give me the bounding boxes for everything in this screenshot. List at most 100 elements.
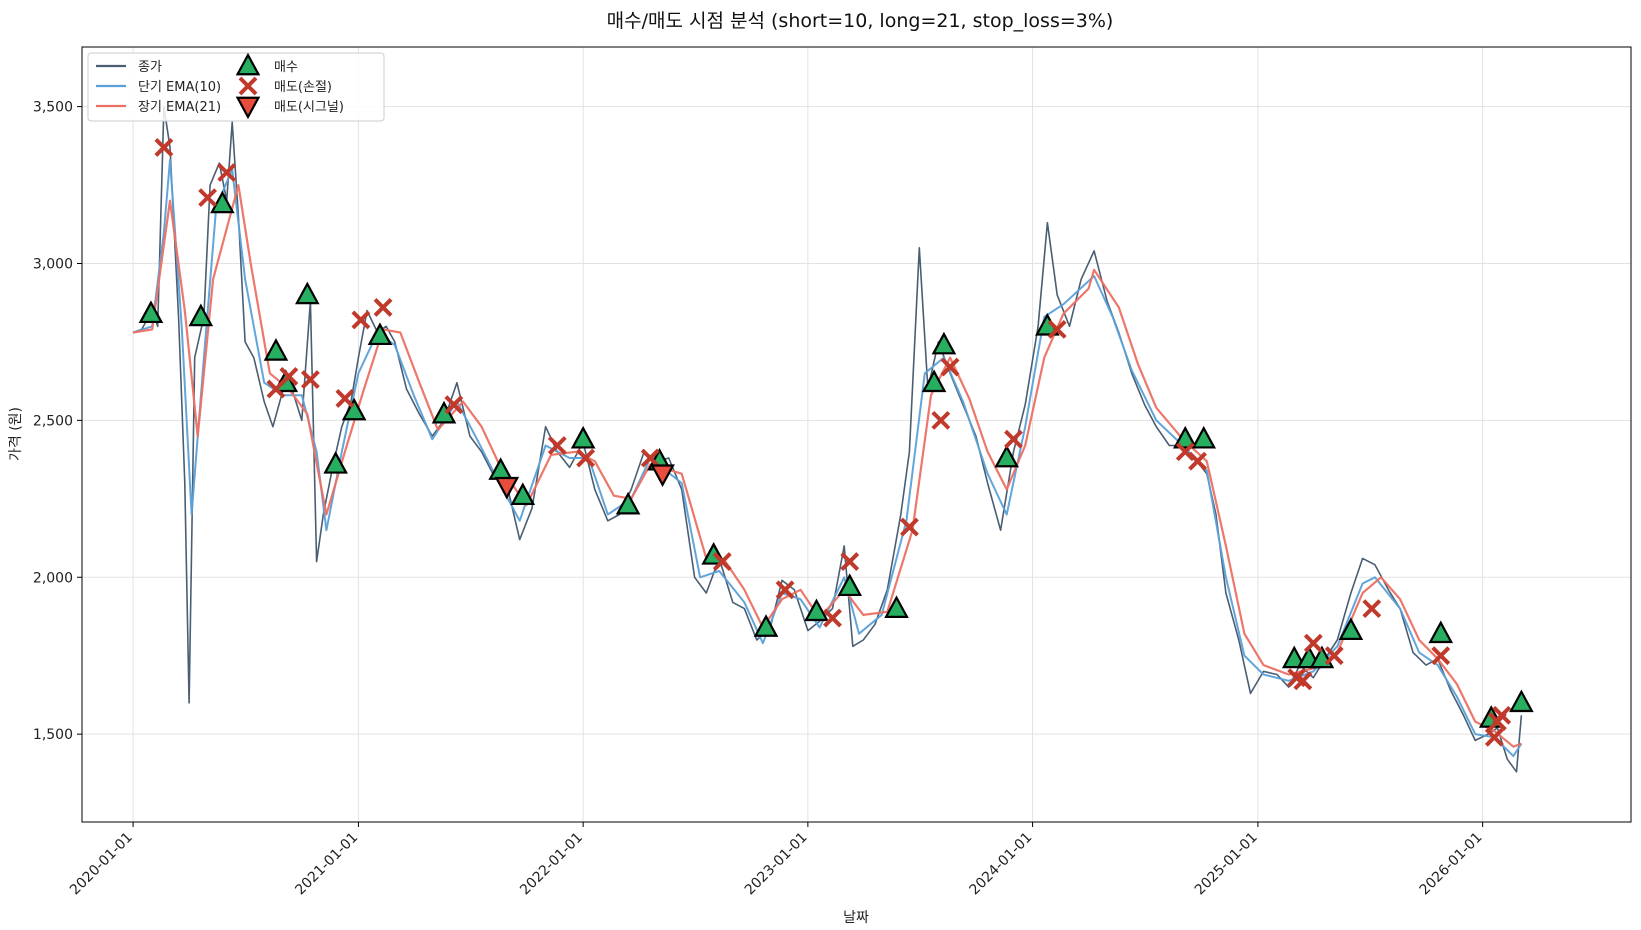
- buy-marker: [431, 400, 457, 424]
- legend-label: 장기 EMA(21): [138, 100, 221, 115]
- buy-marker: [263, 338, 289, 361]
- buy-marker: [1172, 425, 1198, 449]
- buy-marker: [994, 444, 1020, 468]
- legend-swatch: [235, 96, 261, 120]
- x-stroke: [775, 580, 795, 600]
- legend-label: 매도(손절): [274, 80, 332, 95]
- sell-stop-marker: [1324, 646, 1344, 666]
- buy-marker: [804, 598, 829, 622]
- sell-stop-marker: [1188, 451, 1207, 471]
- x-stroke: [335, 389, 355, 408]
- sell-stop-marker: [640, 448, 660, 468]
- sell-stop-marker: [279, 367, 299, 386]
- buy-marker: [615, 491, 641, 515]
- y-tick-label: 3,000: [33, 256, 73, 272]
- x-axis-label: 날짜: [843, 910, 869, 926]
- buy-marker: [753, 614, 779, 637]
- sell-stop-marker: [1047, 319, 1067, 339]
- sell-stop-marker: [198, 188, 218, 208]
- buy-marker: [367, 322, 393, 346]
- sell-stop-marker: [840, 552, 860, 571]
- x-stroke: [823, 608, 842, 628]
- x-stroke: [300, 370, 320, 390]
- chart-title: 매수/매도 시점 분석 (short=10, long=21, stop_los…: [607, 10, 1114, 32]
- buy-marker: [1191, 425, 1217, 449]
- buy-marker: [570, 425, 596, 449]
- sell-stop-marker: [1175, 442, 1195, 462]
- buy-marker: [138, 300, 164, 324]
- legend-item-buy: 매수: [235, 52, 298, 76]
- x-stroke: [154, 137, 174, 157]
- x-stroke: [1362, 599, 1382, 619]
- y-tick-label: 3,500: [33, 100, 73, 116]
- x-stroke: [1492, 705, 1512, 725]
- sell-stop-marker: [775, 580, 795, 600]
- plot-frame: [81, 46, 1632, 823]
- sell-stop-marker: [351, 310, 371, 330]
- legend-box: [87, 52, 385, 122]
- legend-label: 종가: [138, 60, 162, 75]
- sell-signal-marker: [494, 476, 520, 500]
- legend-item-close: 종가: [96, 60, 162, 75]
- legend-swatch: [235, 52, 261, 76]
- y-axis-label: 가격 (원): [8, 407, 24, 461]
- buy-marker: [510, 482, 536, 506]
- legend-label: 매도(시그널): [274, 100, 344, 115]
- buy-marker: [1509, 689, 1534, 713]
- x-stroke: [1287, 668, 1307, 688]
- sell-stop-marker: [900, 517, 919, 537]
- x-stroke: [1004, 429, 1023, 449]
- x-stroke: [900, 517, 919, 537]
- sell-stop-marker: [1362, 599, 1382, 619]
- legend-item-ema-long: 장기 EMA(21): [96, 100, 221, 115]
- legend-label: 단기 EMA(10): [138, 80, 221, 95]
- x-stroke: [351, 310, 371, 330]
- x-stroke: [373, 298, 393, 317]
- x-stroke: [1484, 727, 1504, 747]
- buy-marker: [210, 190, 235, 214]
- sell-stop-marker: [823, 608, 842, 628]
- x-stroke: [840, 552, 860, 571]
- y-tick-label: 1,500: [33, 727, 73, 743]
- sell-stop-marker: [373, 298, 393, 317]
- sell-stop-marker: [940, 357, 960, 377]
- buy-marker: [884, 595, 909, 618]
- x-stroke: [217, 163, 237, 182]
- x-stroke: [1324, 646, 1344, 666]
- buy-marker: [323, 451, 348, 474]
- legend-label: 매수: [274, 60, 298, 75]
- x-stroke: [1175, 442, 1195, 462]
- sell-stop-marker: [154, 137, 174, 157]
- x-stroke: [1293, 671, 1313, 691]
- sell-stop-marker: [1492, 705, 1512, 725]
- sell-stop-marker: [1303, 633, 1323, 653]
- x-stroke: [940, 357, 960, 377]
- sell-stop-marker: [335, 389, 355, 408]
- buy-marker: [931, 331, 957, 355]
- x-stroke: [931, 410, 951, 430]
- sell-stop-marker: [576, 448, 596, 468]
- y-tick-label: 2,000: [33, 570, 73, 586]
- sell-signal-marker: [650, 464, 675, 488]
- buy-marker: [921, 369, 947, 393]
- x-stroke: [1188, 451, 1207, 471]
- x-stroke: [1303, 633, 1323, 653]
- marker-layer: [138, 137, 1534, 747]
- legend-item-sell-signal: 매도(시그널): [235, 96, 344, 120]
- sell-stop-marker: [1431, 646, 1451, 666]
- buy-marker: [188, 303, 214, 327]
- sell-stop-marker: [300, 370, 320, 390]
- x-stroke: [1047, 319, 1067, 339]
- x-stroke: [279, 367, 299, 386]
- x-stroke: [547, 436, 567, 455]
- x-stroke: [640, 448, 660, 468]
- legend-swatch: [238, 76, 258, 96]
- buy-marker: [1281, 645, 1307, 669]
- x-stroke: [238, 76, 258, 96]
- sell-stop-marker: [217, 163, 237, 182]
- x-stroke: [444, 395, 464, 415]
- buy-marker: [295, 281, 320, 305]
